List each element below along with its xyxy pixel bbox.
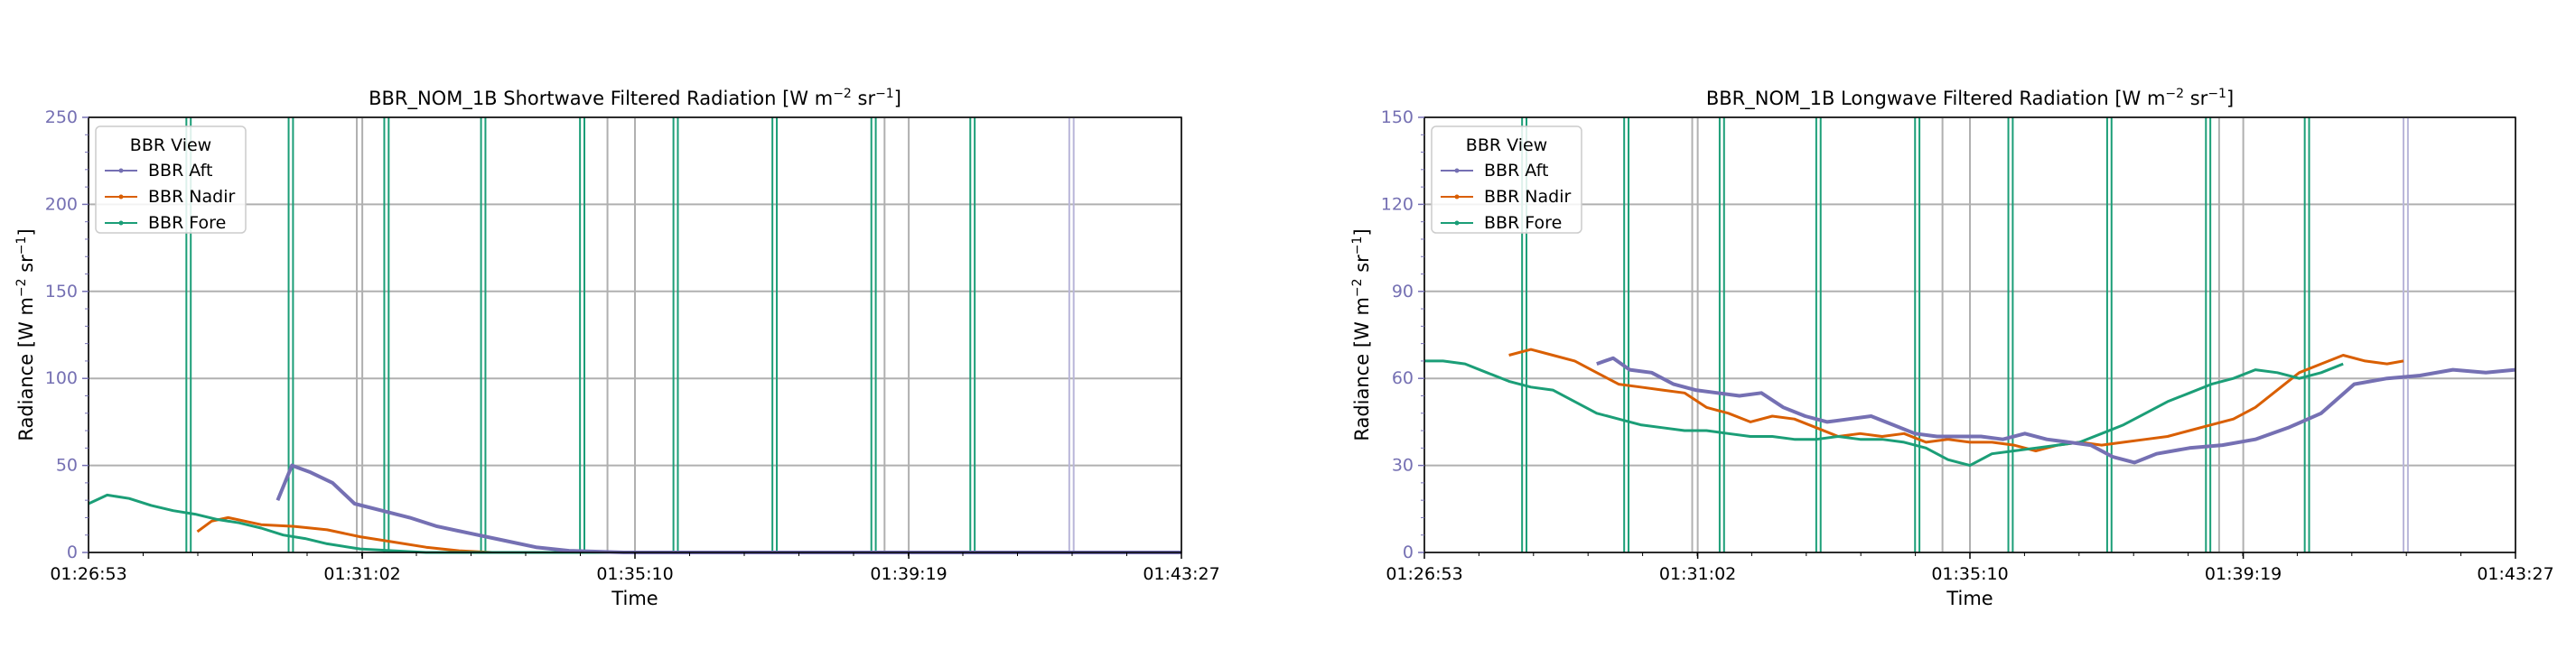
x-tick-label: 01:39:19 bbox=[870, 564, 947, 584]
legend-label-nadir: BBR Nadir bbox=[148, 187, 236, 207]
legend-label-fore: BBR Fore bbox=[1484, 213, 1562, 233]
legend: BBR View BBR Aft BBR Nadir BBR Fore bbox=[1431, 125, 1582, 234]
legend-label-nadir: BBR Nadir bbox=[1484, 187, 1572, 207]
x-tick-label: 01:39:19 bbox=[2205, 564, 2282, 584]
chart-title: BBR_NOM_1B Longwave Filtered Radiation [… bbox=[1706, 87, 2234, 110]
legend-label-fore: BBR Fore bbox=[148, 213, 226, 233]
y-tick-label: 90 bbox=[1392, 282, 1414, 302]
y-tick-label: 150 bbox=[45, 282, 78, 302]
series-line-aft bbox=[1596, 356, 2516, 465]
chart-title: BBR_NOM_1B Shortwave Filtered Radiation … bbox=[369, 87, 901, 110]
chart-panel-1: 0 50 100 150 200 250 01:26:53 01:31:02 01:35:10 0… bbox=[14, 87, 1220, 609]
legend-marker-fore bbox=[1454, 220, 1460, 226]
legend-marker-fore bbox=[118, 220, 124, 226]
legend-marker-aft bbox=[1454, 168, 1460, 173]
y-tick-label: 0 bbox=[67, 543, 78, 562]
legend-marker-nadir bbox=[1454, 194, 1460, 199]
y-tick-label: 0 bbox=[1403, 543, 1414, 562]
chart-panel-2: 0 30 60 90 120 150 01:26:53 01:31:02 01:35:10 01:… bbox=[1350, 87, 2554, 609]
y-tick-label: 150 bbox=[1381, 107, 1414, 127]
series-line-nadir bbox=[1508, 348, 2404, 452]
legend-title: BBR View bbox=[130, 135, 211, 155]
series-line-fore bbox=[1424, 359, 2344, 468]
y-tick-label: 50 bbox=[56, 456, 78, 476]
series-line-aft bbox=[275, 463, 1181, 554]
x-tick-label: 01:43:27 bbox=[1143, 564, 1219, 584]
x-tick-label: 01:43:27 bbox=[2477, 564, 2553, 584]
x-tick-label: 01:35:10 bbox=[596, 564, 673, 584]
y-axis-label: Radiance [W m−2 sr−1] bbox=[14, 228, 37, 441]
y-axis-label: Radiance [W m−2 sr−1] bbox=[1350, 228, 1373, 441]
x-tick-label: 01:35:10 bbox=[1931, 564, 2008, 584]
y-tick-label: 250 bbox=[45, 107, 78, 127]
x-axis-label: Time bbox=[1946, 588, 1993, 609]
legend-title: BBR View bbox=[1466, 135, 1547, 155]
legend-box bbox=[95, 125, 247, 234]
legend-label-aft: BBR Aft bbox=[148, 161, 212, 181]
legend-box bbox=[1431, 125, 1582, 234]
y-tick-label: 100 bbox=[45, 368, 78, 388]
y-tick-label: 200 bbox=[45, 194, 78, 214]
x-axis-label: Time bbox=[611, 588, 658, 609]
legend-marker-nadir bbox=[118, 194, 124, 199]
x-tick-label: 01:26:53 bbox=[1386, 564, 1462, 584]
y-tick-label: 60 bbox=[1392, 368, 1414, 388]
y-tick-label: 30 bbox=[1392, 456, 1414, 476]
x-tick-label: 01:26:53 bbox=[50, 564, 126, 584]
series-line-nadir bbox=[196, 515, 1059, 554]
y-tick-label: 120 bbox=[1381, 194, 1414, 214]
legend: BBR View BBR Aft BBR Nadir BBR Fore bbox=[95, 125, 247, 234]
x-tick-label: 01:31:02 bbox=[1659, 564, 1736, 584]
legend-marker-aft bbox=[118, 168, 124, 173]
legend-label-aft: BBR Aft bbox=[1484, 161, 1548, 181]
x-tick-label: 01:31:02 bbox=[323, 564, 400, 584]
